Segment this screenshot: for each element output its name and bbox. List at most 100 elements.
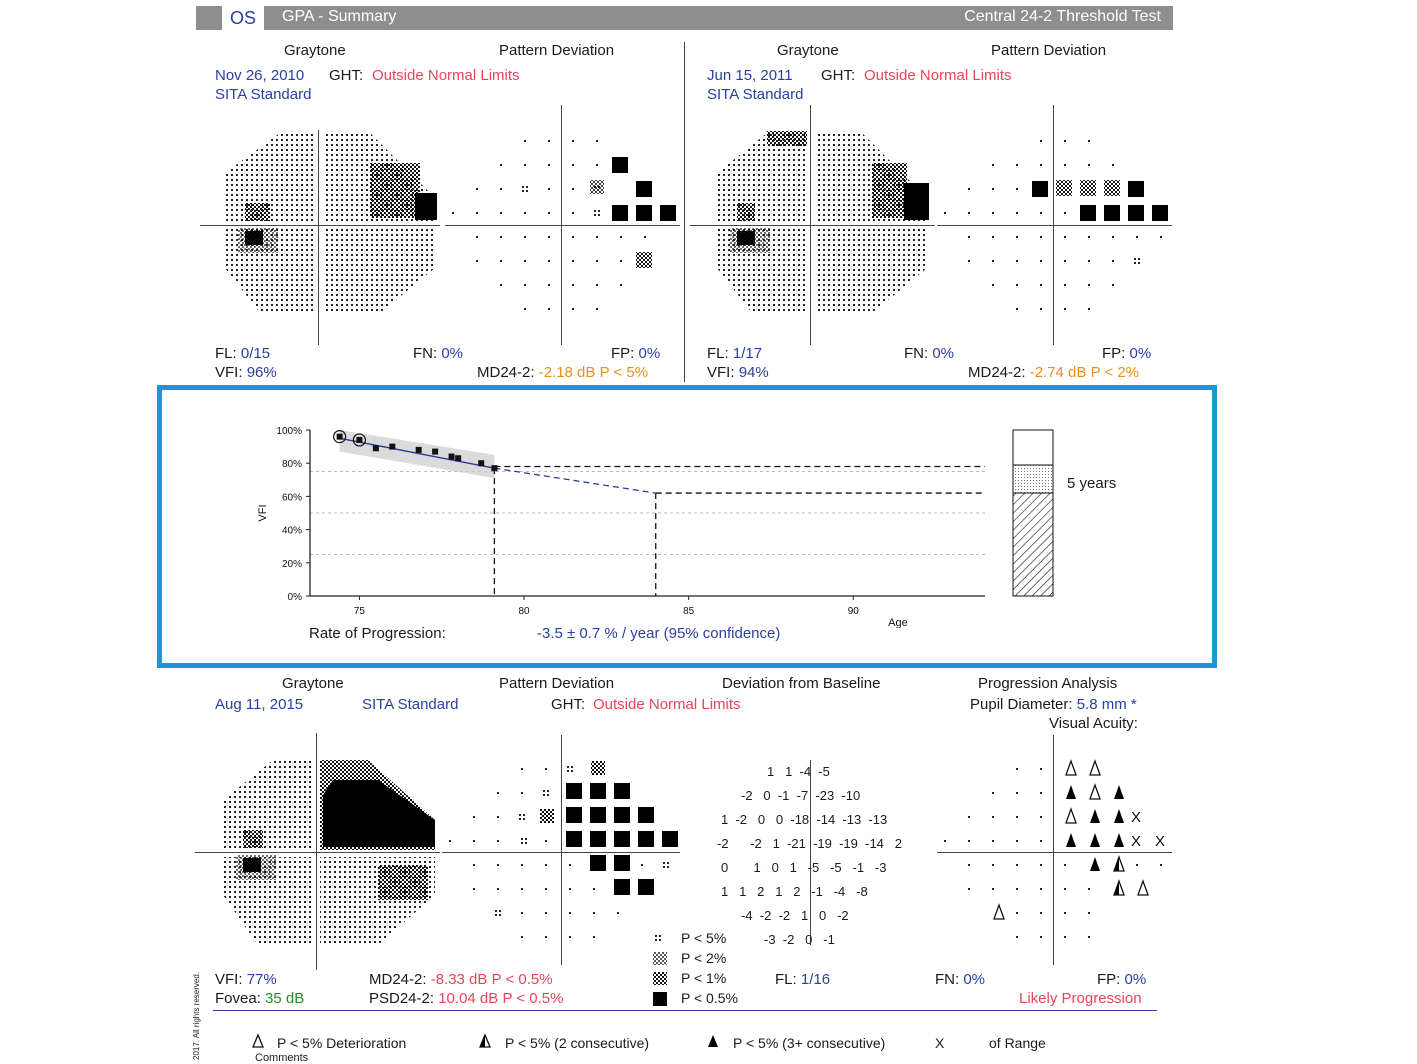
f-fovea-value: 35 dB (265, 990, 305, 1007)
b2-graytone-haxis (690, 225, 935, 226)
f-fn-value: 0% (963, 971, 986, 988)
f-md-label: MD24-2: -8.33 dB P < 0.5% (369, 971, 553, 988)
b1-vfi-value: 96% (246, 364, 277, 381)
b2-graytone-title: Graytone (777, 42, 839, 59)
dfb-row: -2 0 -1 -7 -23 -10 (741, 788, 861, 803)
pupil-value: 5.8 mm * (1076, 696, 1137, 713)
b2-pd-p05 (1128, 205, 1144, 221)
y-tick-label: 40% (282, 526, 302, 537)
b2-fl-value: 1/17 (732, 345, 763, 362)
dfb-row: 1 -2 0 0 -18 -14 -13 -13 (721, 812, 888, 827)
data-point (491, 465, 498, 472)
f-date: Aug 11, 2015 (215, 696, 304, 713)
b2-pd-title: Pattern Deviation (991, 42, 1107, 59)
b2-ght-label: GHT: (821, 67, 856, 84)
b1-graytone-haxis (200, 225, 440, 226)
b1-strategy: SITA Standard (215, 86, 312, 103)
b2-md-label: MD24-2: -2.74 dB P < 2% (968, 364, 1140, 381)
pupil-label: Pupil Diameter: 5.8 mm * (970, 696, 1137, 713)
b1-graytone-vaxis (318, 130, 319, 345)
b1-md-label: MD24-2: -2.18 dB P < 5% (477, 364, 649, 381)
f-fovea-label: Fovea: 35 dB (215, 990, 305, 1007)
f-strategy: SITA Standard (362, 696, 459, 713)
pd-legend-p2: P < 2% (681, 950, 727, 966)
data-point (432, 448, 439, 455)
b2-pd-p05 (1128, 181, 1144, 197)
f-graytone-vaxis (316, 733, 317, 970)
data-point (448, 453, 455, 460)
dfb-row: -4 -2 -2 1 0 -2 (741, 908, 849, 923)
b2-md-value: -2.74 dB P < 2% (1029, 364, 1140, 381)
va-label: Visual Acuity: (1049, 715, 1138, 732)
y-axis-label: VFI (257, 504, 269, 521)
b2-vfi-value: 94% (738, 364, 769, 381)
test-name: Central 24-2 Threshold Test (964, 8, 1161, 25)
pa-map: XX X (944, 759, 1165, 938)
b2-graytone-map (717, 131, 929, 313)
b1-pd-p05 (660, 205, 676, 221)
b1-fn-value: 0% (441, 345, 464, 362)
b1-graytone-title: Graytone (284, 42, 346, 59)
baseline-marker (333, 430, 347, 444)
data-point (356, 436, 363, 443)
pd-legend-symbols (653, 935, 667, 1006)
baseline-divider (684, 42, 685, 382)
f-graytone-title: Graytone (282, 675, 344, 692)
x-tick-label: 75 (354, 606, 366, 617)
b1-pd-dots (452, 140, 652, 310)
y-tick-label: 0% (288, 592, 303, 603)
x-tick-label: 90 (848, 606, 860, 617)
legend-three-consecutive: P < 5% (3+ consecutive) (733, 1035, 886, 1051)
pd-legend-p1: P < 1% (681, 970, 727, 986)
report-title: GPA - Summary (282, 8, 397, 25)
f-psd-label: PSD24-2: 10.04 dB P < 0.5% (369, 990, 564, 1007)
b1-pd-haxis (445, 225, 680, 226)
f-md-value: -8.33 dB P < 0.5% (430, 971, 553, 988)
f-graytone-haxis (195, 852, 440, 853)
baseline-marker (352, 433, 366, 447)
b1-fn-label: FN: 0% (413, 345, 464, 362)
dfb-grid: 1 1 -4 -5 -2 0 -1 -7 -23 -10 1 -2 0 0 -1… (700, 760, 940, 952)
b2-fn-label: FN: 0% (904, 345, 955, 362)
f-pd-haxis (442, 852, 680, 853)
b2-date: Jun 15, 2011 (707, 67, 793, 84)
b2-pd-p05 (1104, 205, 1120, 221)
pa-haxis (937, 852, 1172, 853)
b1-date: Nov 26, 2010 (215, 67, 305, 84)
dfb-vaxis (810, 760, 811, 945)
dfb-row: 1 1 2 1 2 -1 -4 -8 (721, 884, 868, 899)
report-header: OS GPA - Summary Central 24-2 Threshold … (196, 6, 1173, 30)
b1-pd-title: Pattern Deviation (499, 42, 615, 59)
dfb-row: 0 1 0 1 -5 -5 -1 -3 (721, 860, 887, 875)
filled-triangle-icon (708, 1035, 718, 1047)
open-triangle-icon (252, 1033, 264, 1048)
f-fp-value: 0% (1124, 971, 1147, 988)
svg-text:X: X (1131, 809, 1141, 826)
b1-fl-value: 0/15 (240, 345, 271, 362)
data-point (372, 445, 379, 452)
pd-legend-p5: P < 5% (681, 930, 727, 946)
y-tick-label: 60% (282, 492, 302, 503)
progression-result: Likely Progression (1019, 990, 1142, 1007)
b2-fp-value: 0% (1129, 345, 1152, 362)
pd-legend-p05: P < 0.5% (681, 990, 738, 1006)
b1-pd-p05 (612, 205, 628, 221)
y-tick-label: 20% (282, 559, 302, 570)
f-fp-label: FP: 0% (1097, 971, 1147, 988)
b1-md-value: -2.18 dB P < 5% (538, 364, 649, 381)
f-graytone-map (223, 760, 435, 945)
eye-label: OS (222, 6, 264, 30)
legend-out-of-range: of Range (989, 1035, 1046, 1051)
data-point (389, 443, 396, 450)
b1-pd-p05 (636, 181, 652, 197)
data-point (415, 446, 422, 453)
f-pd-map (449, 761, 678, 938)
b2-pd-dots (944, 140, 1162, 310)
y-tick-label: 100% (276, 426, 302, 437)
b2-fp-label: FP: 0% (1102, 345, 1152, 362)
dfb-row: -3 -2 0 -1 (764, 932, 835, 947)
f-pa-title: Progression Analysis (978, 675, 1118, 692)
x-tick-label: 80 (518, 606, 530, 617)
five-year-bar (1012, 429, 1054, 597)
svg-text:X: X (1155, 833, 1165, 850)
